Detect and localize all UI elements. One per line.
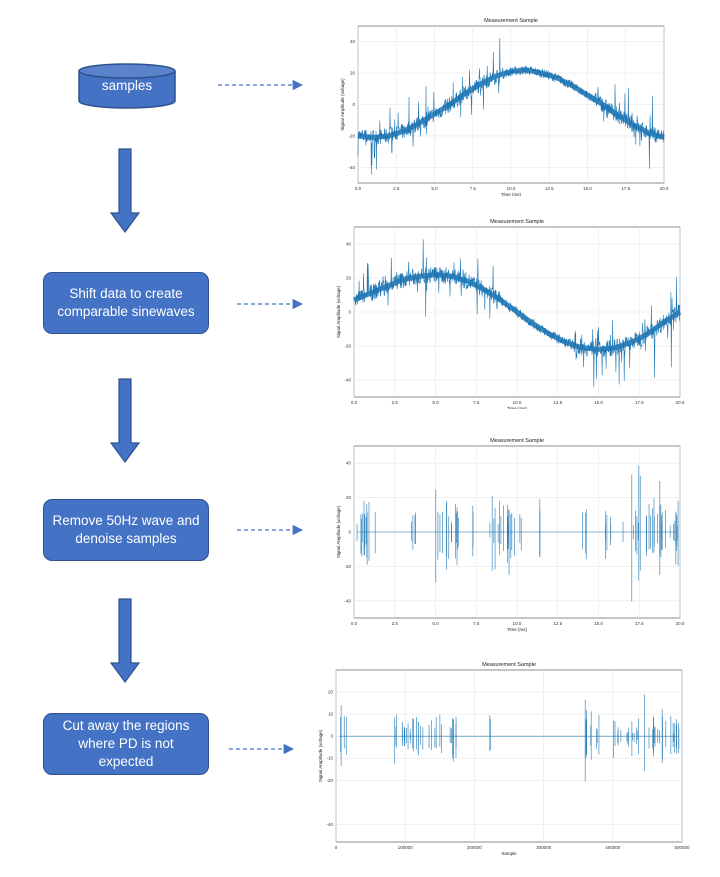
y-tick-label: 20 <box>328 690 334 695</box>
y-axis-label: Signal Amplitude (voltage) <box>336 285 341 338</box>
y-tick-label: 10 <box>328 712 334 717</box>
plot-denoised-samples: 0.0 2.5 5.0 7.5 10.0 12.5 15.0 17.5 20.0 40 20 0 -20… <box>334 432 690 632</box>
step-cut-regions: Cut away the regions where PD is not exp… <box>43 713 209 775</box>
y-tick-label: 20 <box>346 276 352 281</box>
y-tick-label: 0 <box>352 102 355 107</box>
x-tick-label: 12.5 <box>545 186 554 191</box>
x-tick-label: 15.0 <box>583 186 592 191</box>
y-tick-label: 40 <box>350 39 356 44</box>
y-tick-label: 40 <box>346 242 352 247</box>
x-tick-label: 20.0 <box>660 186 669 191</box>
x-tick-label: 20.0 <box>676 621 685 626</box>
y-tick-label: 20 <box>346 495 352 500</box>
x-tick-label: 17.5 <box>635 400 644 405</box>
x-tick-label: 2.5 <box>392 400 399 405</box>
x-tick-label: 0.0 <box>355 186 362 191</box>
x-tick-label: 15.0 <box>594 621 603 626</box>
y-tick-label: -20 <box>326 778 333 783</box>
down-arrow-2 <box>109 378 141 464</box>
chart-title: Measurement Sample <box>490 438 544 444</box>
series-signal <box>356 465 679 602</box>
plot-cut-regions: 0 100000 200000 300000 400000 500000 20 10 0 -10 -… <box>312 656 692 856</box>
series-signal <box>357 37 665 175</box>
series-signal <box>352 239 682 387</box>
y-axis-label: Signal Amplitude (voltage) <box>336 505 341 558</box>
x-tick-label: 20.0 <box>676 400 685 405</box>
plot-raw-samples: 0.0 2.5 5.0 7.5 10.0 12.5 15.0 17.5 20.0 40 20 0 -20… <box>334 12 674 196</box>
x-tick-label: 0 <box>335 845 338 850</box>
step-shift-data: Shift data to create comparable sinewave… <box>43 272 209 334</box>
down-arrow-1 <box>109 148 141 234</box>
chart-title: Measurement Sample <box>484 18 538 24</box>
x-tick-label: 7.5 <box>473 621 480 626</box>
plot-frame <box>335 669 683 843</box>
x-tick-label: 10.0 <box>513 621 522 626</box>
x-tick-label: 2.5 <box>392 621 399 626</box>
y-tick-label: 20 <box>350 71 356 76</box>
x-tick-label: 5.0 <box>432 621 439 626</box>
y-tick-label: -40 <box>348 165 355 170</box>
x-tick-label: 10.0 <box>507 186 516 191</box>
y-tick-label: -20 <box>344 564 351 569</box>
y-axis-label: Signal Amplitude (voltage) <box>340 78 345 131</box>
y-tick-label: -10 <box>326 756 333 761</box>
y-tick-label: -20 <box>348 133 355 138</box>
x-tick-label: 12.5 <box>553 400 562 405</box>
samples-database-icon <box>78 63 176 109</box>
x-tick-label: 5.0 <box>431 186 438 191</box>
x-tick-label: 7.5 <box>470 186 477 191</box>
down-arrow-3 <box>109 598 141 684</box>
x-tick-label: 17.5 <box>635 621 644 626</box>
x-axis-label: Time (ms) <box>507 406 528 409</box>
samples-label: samples <box>101 78 153 93</box>
series-signal <box>339 694 680 782</box>
x-tick-label: 300000 <box>536 845 552 850</box>
y-tick-label: 40 <box>346 461 352 466</box>
y-axis-label: Signal Amplitude (voltage) <box>318 729 323 782</box>
y-tick-label: 0 <box>348 530 351 535</box>
y-tick-label: 0 <box>330 734 333 739</box>
y-tick-label: 0 <box>348 310 351 315</box>
chart-title: Measurement Sample <box>482 662 536 668</box>
x-tick-label: 200000 <box>467 845 483 850</box>
x-tick-label: 17.5 <box>621 186 630 191</box>
signal-band <box>357 67 665 141</box>
x-axis-label: Time (ms) <box>501 192 522 196</box>
x-tick-label: 100000 <box>398 845 414 850</box>
chart-title: Measurement Sample <box>490 219 544 225</box>
x-tick-label: 500000 <box>674 845 690 850</box>
x-axis-label: Sample <box>501 851 517 856</box>
y-tick-label: -20 <box>344 344 351 349</box>
y-tick-label: -40 <box>326 822 333 827</box>
x-tick-label: 10.0 <box>513 400 522 405</box>
x-tick-label: 12.5 <box>553 621 562 626</box>
x-tick-label: 0.0 <box>351 400 358 405</box>
plot-shifted-samples: 0.0 2.5 5.0 7.5 10.0 12.5 15.0 17.5 20.0 40 20 0 -20… <box>334 213 690 409</box>
x-tick-label: 400000 <box>605 845 621 850</box>
x-tick-label: 5.0 <box>432 400 439 405</box>
y-tick-label: -40 <box>344 598 351 603</box>
x-tick-label: 7.5 <box>473 400 480 405</box>
x-tick-label: 0.0 <box>351 621 358 626</box>
step-remove-50hz: Remove 50Hz wave and denoise samples <box>43 499 209 561</box>
x-tick-label: 2.5 <box>393 186 400 191</box>
x-tick-label: 15.0 <box>594 400 603 405</box>
x-axis-label: Time (ms) <box>507 627 528 632</box>
y-tick-label: -40 <box>344 378 351 383</box>
signal-band <box>352 272 682 352</box>
